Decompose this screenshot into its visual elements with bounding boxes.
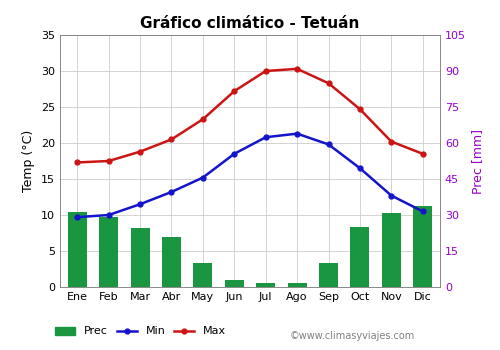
Bar bbox=[414, 206, 432, 287]
Title: Gráfico climático - Tetuán: Gráfico climático - Tetuán bbox=[140, 16, 360, 31]
Bar bbox=[194, 262, 212, 287]
Bar bbox=[382, 213, 400, 287]
Text: ©www.climasyviajes.com: ©www.climasyviajes.com bbox=[290, 331, 415, 341]
Legend: Prec, Min, Max: Prec, Min, Max bbox=[50, 322, 231, 341]
Bar bbox=[162, 237, 181, 287]
Y-axis label: Prec [mm]: Prec [mm] bbox=[472, 128, 484, 194]
Bar bbox=[130, 228, 150, 287]
Bar bbox=[288, 284, 306, 287]
Bar bbox=[350, 227, 370, 287]
Bar bbox=[225, 280, 244, 287]
Y-axis label: Temp (°C): Temp (°C) bbox=[22, 130, 36, 192]
Bar bbox=[100, 217, 118, 287]
Bar bbox=[68, 212, 86, 287]
Bar bbox=[319, 264, 338, 287]
Bar bbox=[256, 284, 275, 287]
